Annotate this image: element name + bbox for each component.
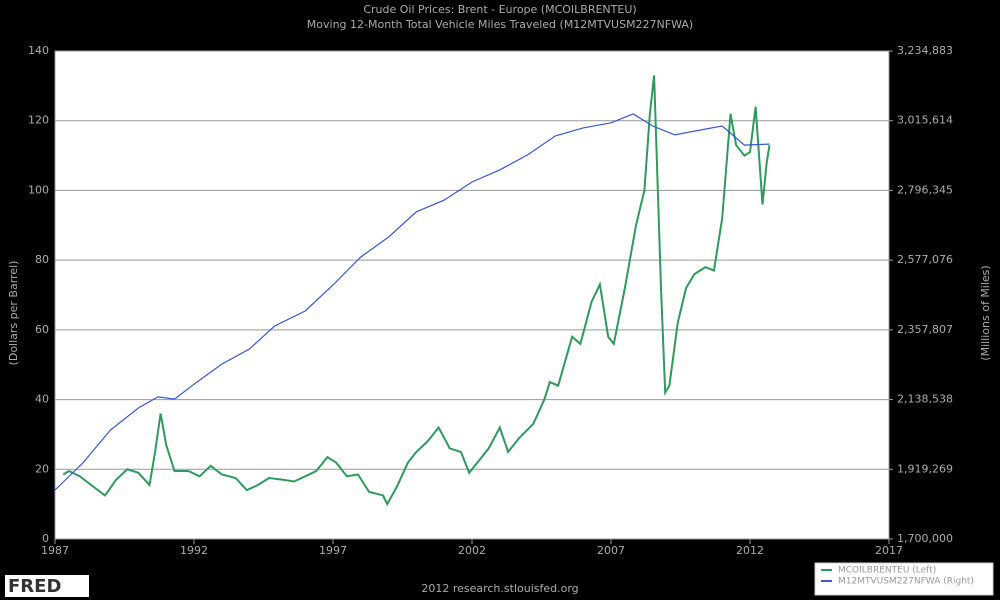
x-tick-label: 2017: [875, 544, 903, 557]
y2-axis-label: (Millions of Miles): [979, 265, 992, 360]
y-tick-label: 100: [28, 183, 49, 196]
plot-border: [54, 50, 890, 540]
data-line: [54, 113, 770, 491]
logo: FRED: [8, 576, 61, 597]
y-tick-label: 60: [35, 323, 49, 336]
y2-tick-label: 2,796,345: [897, 183, 953, 196]
y2-tick-label: 3,015,614: [897, 114, 953, 127]
x-tick-label: 2002: [458, 544, 486, 557]
y-axis-label: (Dollars per Barrel): [7, 261, 20, 366]
y-tick-label: 0: [42, 532, 49, 545]
x-tick-label: 1997: [319, 544, 347, 557]
legend: [814, 562, 994, 596]
y-tick-label: 140: [28, 44, 49, 57]
y-tick-label: 120: [28, 114, 49, 127]
chart-subtitle: Moving 12-Month Total Vehicle Miles Trav…: [307, 18, 693, 31]
x-tick-label: 1987: [41, 544, 69, 557]
data-line: [62, 75, 771, 507]
plot-area: [55, 51, 889, 539]
source: 2012 research.stlouisfed.org: [421, 582, 578, 595]
legend-label: M12MTVUSM227NFWA (Right): [838, 577, 974, 587]
x-tick-label: 1992: [180, 544, 208, 557]
y-tick-label: 20: [35, 462, 49, 475]
chart-title: Crude Oil Prices: Brent - Europe (MCOILB…: [363, 3, 636, 16]
y-tick-label: 40: [35, 393, 49, 406]
logo-box: [5, 575, 89, 597]
y2-tick-label: 3,234,883: [897, 44, 953, 57]
y2-tick-label: 2,577,076: [897, 253, 953, 266]
y2-tick-label: 2,138,538: [897, 393, 953, 406]
x-tick-label: 2007: [597, 544, 625, 557]
y2-tick-label: 2,357,807: [897, 323, 953, 336]
y2-tick-label: 1,700,000: [897, 532, 953, 545]
y2-tick-label: 1,919,269: [897, 462, 953, 475]
y-tick-label: 80: [35, 253, 49, 266]
x-tick-label: 2012: [736, 544, 764, 557]
legend-label: MCOILBRENTEU (Left): [838, 566, 936, 576]
